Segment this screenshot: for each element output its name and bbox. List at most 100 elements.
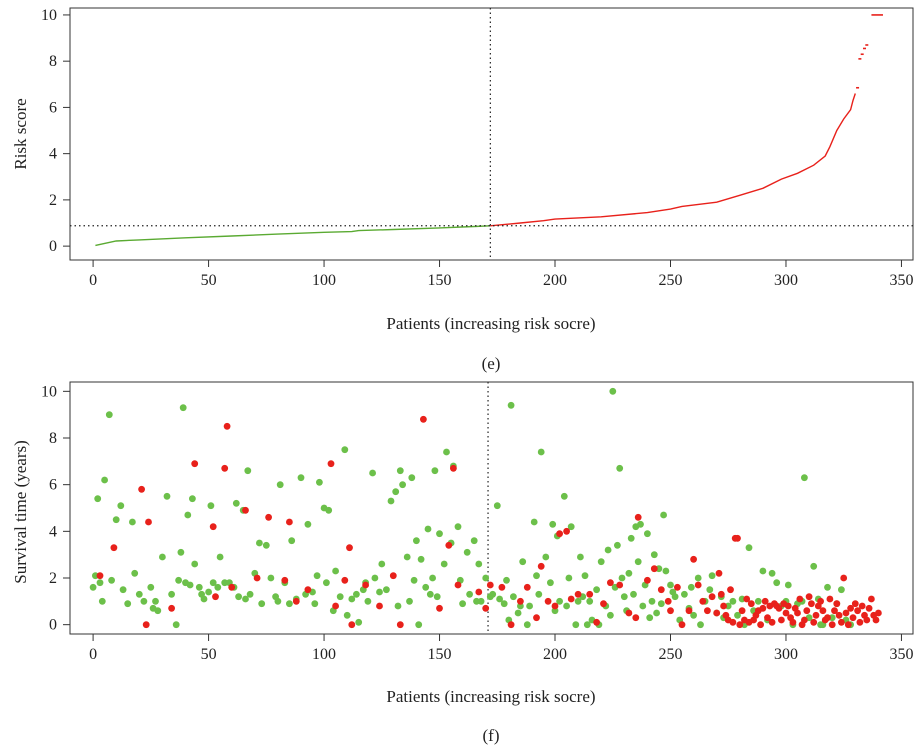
panel-f-alive-point (563, 602, 570, 610)
panel-f-alive-point (101, 476, 108, 484)
panel-f-dead-point (759, 604, 767, 612)
panel-f-dead-point (875, 609, 882, 617)
panel-f-dead-point (872, 616, 880, 624)
panel-f-dead-point (304, 586, 312, 594)
panel-f-dead-point (778, 616, 785, 624)
panel-f-dead-point (650, 565, 658, 573)
panel-f-dead-point (842, 609, 850, 617)
panel-f-alive-point (274, 597, 282, 605)
panel-f-dead-point (450, 464, 457, 472)
panel-f-alive-point (353, 590, 360, 598)
panel-f-alive-point (754, 597, 762, 605)
panel-f-alive-point (687, 583, 695, 591)
panel-f-alive-point (618, 574, 626, 582)
panel-e-x-tick-label: 300 (774, 272, 798, 289)
panel-f-survival-scatter: 0 50 100 150 200 250 300 350 0 2 4 6 8 10 Patients (… (11, 381, 914, 745)
panel-f-alive-point (694, 574, 702, 582)
panel-f-alive-point (323, 579, 330, 587)
panel-f-x-axis-label: Patients (increasing risk socre) (386, 687, 595, 706)
panel-f-alive-point (378, 560, 386, 568)
panel-f-dead-point (138, 485, 146, 493)
panel-f-alive-point (94, 495, 102, 503)
panel-f-alive-point (244, 467, 252, 475)
panel-f-dead-point (796, 595, 804, 603)
panel-f-dead-point (865, 604, 873, 612)
panel-f-dead-point (863, 616, 871, 624)
panel-e-plot-frame (69, 7, 914, 261)
panel-e-x-tick-label: 0 (89, 272, 97, 289)
panel-f-alive-point (355, 618, 363, 626)
panel-f-alive-point (288, 537, 296, 545)
panel-f-dead-point (824, 614, 831, 622)
panel-f-alive-point (616, 464, 624, 472)
panel-f-alive-point (316, 478, 323, 486)
panel-f-alive-point (348, 595, 356, 603)
panel-f-alive-point (690, 611, 697, 619)
panel-f-dead-point (844, 621, 852, 629)
panel-f-alive-point (644, 530, 651, 538)
panel-f-alive-point (583, 621, 591, 629)
panel-f-dead-point (327, 460, 335, 468)
panel-f-dead-point (713, 609, 721, 617)
panel-f-alive-point (514, 609, 522, 617)
panel-f-alive-point (560, 492, 568, 500)
panel-f-alive-point (286, 600, 293, 608)
panel-f-dead-point (486, 581, 494, 589)
panel-f-alive-point (729, 597, 737, 605)
panel-f-dead-point (632, 614, 640, 622)
panel-f-plot-frame (69, 381, 914, 635)
panel-f-alive-point (232, 499, 240, 507)
panel-f-alive-point (399, 481, 406, 489)
panel-f-alive-point (433, 593, 441, 601)
panel-f-alive-point (627, 534, 635, 542)
panel-e-x-tick-label: 200 (543, 272, 567, 289)
panel-f-alive-point (517, 602, 524, 610)
panel-f-dead-point (574, 590, 582, 598)
panel-f-dead-point (281, 576, 289, 584)
panel-f-y-tick-label: 2 (49, 570, 57, 587)
panel-f-alive-point (542, 553, 550, 561)
panel-f-alive-point (325, 506, 333, 514)
panel-f-dead-point (507, 621, 515, 629)
panel-f-alive-point (489, 590, 497, 598)
panel-f-alive-point (734, 611, 741, 619)
panel-f-x-tick-label: 200 (543, 646, 567, 663)
panel-f-alive-point (634, 558, 642, 566)
panel-f-alive-point (383, 586, 390, 594)
panel-f-alive-point (105, 411, 113, 419)
panel-f-alive-point (653, 609, 660, 617)
panel-f-dead-point (808, 600, 815, 608)
panel-f-dead-point (784, 602, 792, 610)
panel-f-dead-point (265, 513, 272, 521)
panel-f-alive-point (535, 590, 543, 598)
panel-f-alive-point (708, 572, 716, 580)
panel-f-alive-point (408, 474, 416, 482)
panel-f-dead-point (228, 583, 236, 591)
panel-f-alive-point (549, 520, 557, 528)
panel-f-alive-point (108, 576, 115, 584)
panel-f-dead-point (690, 555, 697, 563)
panel-e-x-tick-label: 350 (889, 272, 913, 289)
panel-f-dead-point (533, 614, 540, 622)
panel-f-y-tick-label: 6 (49, 477, 57, 494)
panel-f-alive-point (96, 579, 104, 587)
panel-f-alive-point (304, 520, 312, 528)
panel-f-alive-point (276, 481, 284, 489)
panel-f-x-tick-label: 0 (89, 646, 97, 663)
panel-f-y-tick-label: 8 (49, 430, 57, 447)
panel-f-dead-point (593, 618, 600, 626)
panel-f-alive-point (620, 593, 628, 601)
panel-f-alive-point (209, 579, 217, 587)
panel-f-alive-point (159, 553, 166, 561)
panel-f-dead-point (616, 581, 624, 589)
panel-f-alive-point (396, 467, 404, 475)
panel-f-alive-point (403, 553, 411, 561)
panel-f-alive-point (205, 588, 213, 596)
panel-f-alive-point (175, 576, 183, 584)
panel-f-dead-point (764, 614, 771, 622)
panel-f-alive-point (147, 583, 155, 591)
panel-f-dead-point (747, 600, 755, 608)
panel-f-alive-point (519, 558, 527, 566)
panel-f-dead-point (551, 602, 559, 610)
panel-e-y-tick-label: 6 (49, 99, 57, 116)
